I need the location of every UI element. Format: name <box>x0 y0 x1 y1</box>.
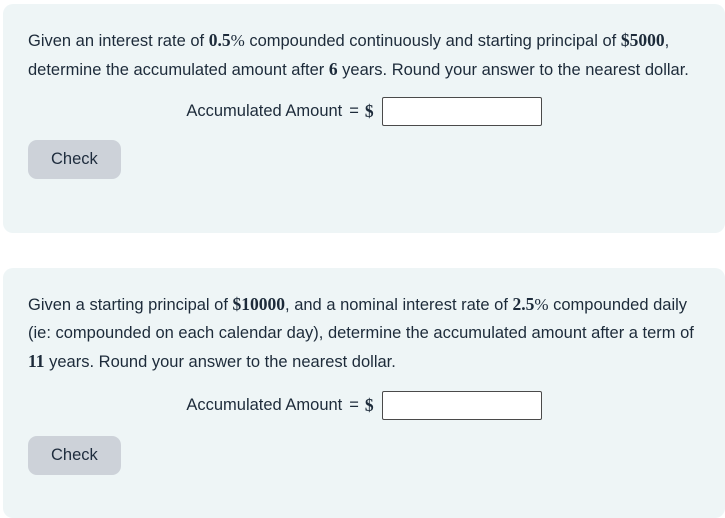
math-percent-sign: % <box>534 295 549 314</box>
answer-row: Accumulated Amount = $ <box>28 96 700 126</box>
answer-row: Accumulated Amount = $ <box>28 390 700 420</box>
statement-text: Given a starting principal of <box>28 296 233 314</box>
problem-card-1: Given an interest rate of 0.5% compounde… <box>3 4 725 233</box>
statement-text: , and a nominal interest rate of <box>285 296 513 314</box>
equals-sign: = <box>349 101 359 120</box>
statement-text: years. Round your answer to the nearest … <box>337 61 689 79</box>
check-button[interactable]: Check <box>28 436 121 475</box>
statement-text: compounded daily (ie: compounded on each… <box>28 296 694 342</box>
statement-text: years. Round your answer to the nearest … <box>44 353 396 371</box>
equals-sign: = <box>349 395 359 414</box>
problem-card-2: Given a starting principal of $10000, an… <box>3 268 725 518</box>
math-value-principal: $5000 <box>620 30 665 50</box>
problem-statement: Given an interest rate of 0.5% compounde… <box>28 26 700 84</box>
answer-label: Accumulated Amount <box>186 395 343 414</box>
problem-statement: Given a starting principal of $10000, an… <box>28 290 700 376</box>
statement-text: compounded continuously and starting pri… <box>244 32 621 50</box>
accumulated-amount-input[interactable] <box>381 390 542 420</box>
check-button[interactable]: Check <box>28 140 121 179</box>
statement-text: , determine the accumulated amount after <box>28 32 670 79</box>
math-value-rate: 2.5 <box>512 294 535 314</box>
dollar-sign: $ <box>364 394 374 415</box>
dollar-sign: $ <box>364 100 374 121</box>
math-percent-sign: % <box>230 31 245 50</box>
math-value-principal: $10000 <box>232 294 286 314</box>
card-divider-gap <box>0 233 725 268</box>
statement-text: Given an interest rate of <box>28 32 209 50</box>
math-value-rate: 0.5 <box>208 30 231 50</box>
math-value-years: 6 <box>328 59 338 79</box>
accumulated-amount-input[interactable] <box>381 96 542 126</box>
answer-label: Accumulated Amount <box>186 101 343 120</box>
math-value-years: 11 <box>28 351 45 371</box>
